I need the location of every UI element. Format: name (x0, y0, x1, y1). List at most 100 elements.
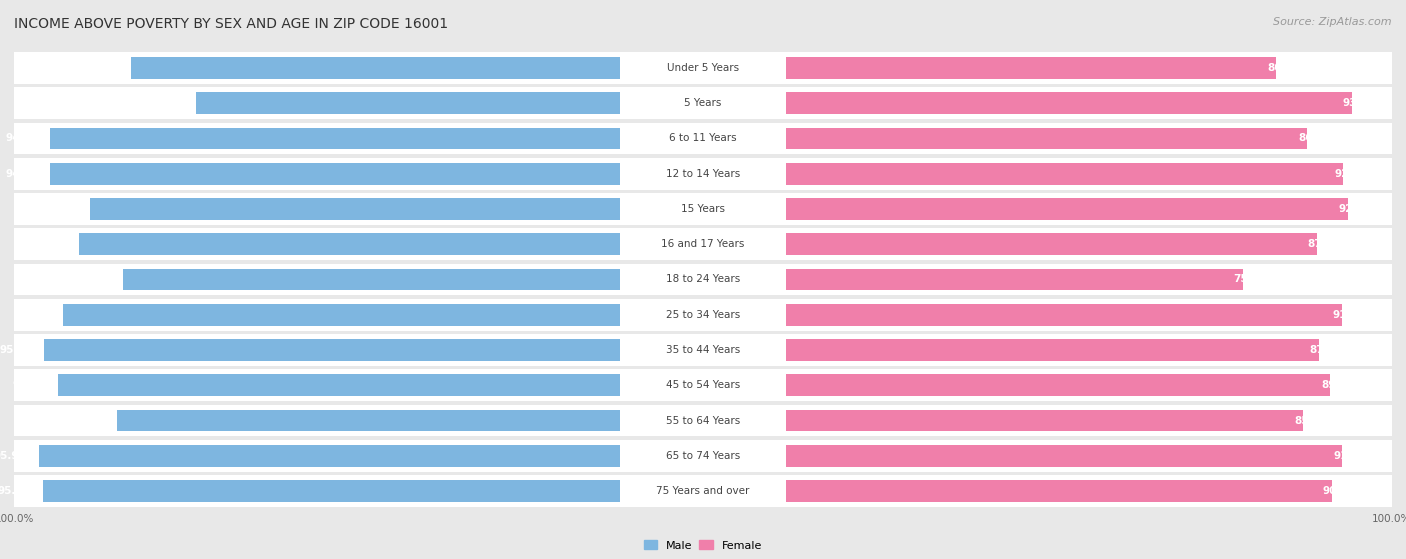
Bar (620, 87, 786, 119)
Bar (620, 475, 786, 507)
Bar (51, 163, 620, 184)
Text: 92.0%: 92.0% (1334, 169, 1371, 179)
Text: 90.1%: 90.1% (1323, 486, 1360, 496)
Text: 80.7%: 80.7% (86, 63, 122, 73)
Bar (131, 57, 620, 79)
Bar (786, 229, 1392, 260)
Bar (90, 198, 620, 220)
Bar (786, 163, 1344, 184)
Text: 87.9%: 87.9% (1309, 345, 1346, 355)
Text: 91.8%: 91.8% (1333, 451, 1369, 461)
Text: 89.3%: 89.3% (34, 239, 70, 249)
Bar (786, 233, 1317, 255)
Bar (14, 87, 620, 119)
Text: 89.8%: 89.8% (1322, 380, 1357, 390)
Bar (786, 445, 1343, 467)
Bar (620, 52, 786, 84)
Text: 45 to 54 Years: 45 to 54 Years (666, 380, 740, 390)
Text: 93.4%: 93.4% (1343, 98, 1379, 108)
Bar (620, 369, 786, 401)
Text: 87.6%: 87.6% (1308, 239, 1344, 249)
Text: 92.8%: 92.8% (13, 380, 49, 390)
Text: 25 to 34 Years: 25 to 34 Years (666, 310, 740, 320)
Bar (786, 339, 1319, 361)
Text: 18 to 24 Years: 18 to 24 Years (666, 274, 740, 285)
Text: 75 Years and over: 75 Years and over (657, 486, 749, 496)
Bar (786, 369, 1392, 401)
Bar (786, 193, 1392, 225)
Text: 35 to 44 Years: 35 to 44 Years (666, 345, 740, 355)
Text: 80.9%: 80.9% (1267, 63, 1303, 73)
Bar (786, 122, 1392, 154)
Text: 70.0%: 70.0% (150, 98, 187, 108)
Bar (620, 158, 786, 190)
Bar (620, 229, 786, 260)
Bar (620, 440, 786, 472)
Bar (786, 410, 1303, 432)
Bar (51, 127, 620, 149)
Bar (58, 375, 620, 396)
Bar (14, 475, 620, 507)
Bar (122, 268, 620, 291)
Bar (79, 233, 620, 255)
Text: 12 to 14 Years: 12 to 14 Years (666, 169, 740, 179)
Bar (786, 440, 1392, 472)
Bar (620, 193, 786, 225)
Bar (786, 198, 1348, 220)
Bar (620, 405, 786, 437)
Bar (195, 92, 620, 114)
Bar (786, 264, 1392, 295)
Text: 83.1%: 83.1% (72, 415, 107, 425)
Text: 95.0%: 95.0% (0, 345, 35, 355)
Bar (620, 334, 786, 366)
Text: 75.4%: 75.4% (1233, 274, 1270, 285)
Bar (39, 445, 620, 467)
Bar (14, 229, 620, 260)
Text: 6 to 11 Years: 6 to 11 Years (669, 134, 737, 144)
Text: 86.0%: 86.0% (1298, 134, 1334, 144)
Bar (786, 405, 1392, 437)
Bar (117, 410, 620, 432)
Bar (14, 299, 620, 330)
Bar (14, 369, 620, 401)
Bar (14, 334, 620, 366)
Text: 94.0%: 94.0% (6, 169, 41, 179)
Bar (62, 304, 620, 326)
Bar (786, 92, 1353, 114)
Bar (786, 87, 1392, 119)
Text: 92.7%: 92.7% (1339, 204, 1375, 214)
Bar (14, 405, 620, 437)
Bar (786, 52, 1392, 84)
Bar (14, 158, 620, 190)
Bar (14, 122, 620, 154)
Bar (786, 334, 1392, 366)
Text: 95.2%: 95.2% (0, 486, 34, 496)
Bar (786, 299, 1392, 330)
Bar (786, 268, 1243, 291)
Text: 92.0%: 92.0% (17, 310, 53, 320)
Text: 91.7%: 91.7% (1333, 310, 1369, 320)
Text: INCOME ABOVE POVERTY BY SEX AND AGE IN ZIP CODE 16001: INCOME ABOVE POVERTY BY SEX AND AGE IN Z… (14, 17, 449, 31)
Bar (14, 52, 620, 84)
Bar (786, 57, 1277, 79)
Text: 95.9%: 95.9% (0, 451, 30, 461)
Text: 82.1%: 82.1% (77, 274, 114, 285)
Bar (44, 480, 620, 502)
Bar (786, 475, 1392, 507)
Bar (620, 299, 786, 330)
Text: 55 to 64 Years: 55 to 64 Years (666, 415, 740, 425)
Bar (786, 375, 1330, 396)
Text: Source: ZipAtlas.com: Source: ZipAtlas.com (1274, 17, 1392, 27)
Bar (14, 440, 620, 472)
Legend: Male, Female: Male, Female (644, 540, 762, 551)
Bar (620, 264, 786, 295)
Text: 16 and 17 Years: 16 and 17 Years (661, 239, 745, 249)
Text: 5 Years: 5 Years (685, 98, 721, 108)
Text: 87.5%: 87.5% (45, 204, 80, 214)
Bar (45, 339, 620, 361)
Bar (14, 264, 620, 295)
Bar (786, 304, 1341, 326)
Bar (786, 158, 1392, 190)
Text: 15 Years: 15 Years (681, 204, 725, 214)
Bar (14, 193, 620, 225)
